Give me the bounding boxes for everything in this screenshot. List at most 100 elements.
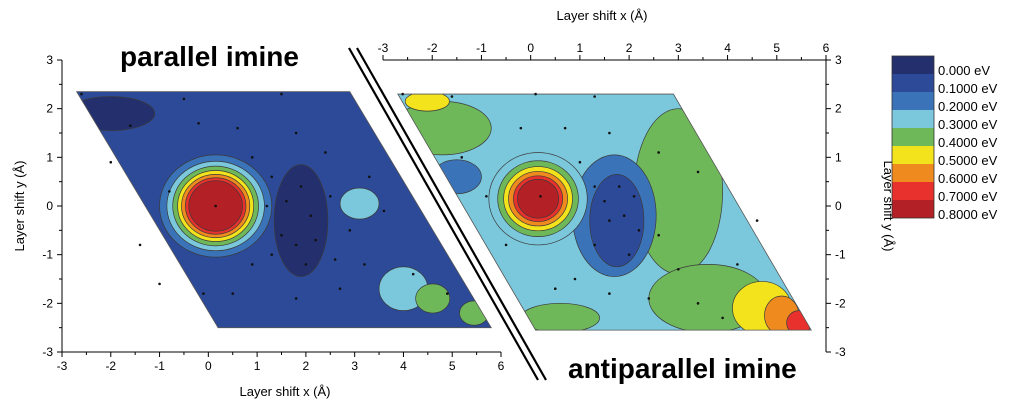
left-y-tick-label: -2	[42, 296, 53, 310]
right-contour-region	[786, 310, 812, 331]
left-sample-point	[158, 282, 161, 286]
left-sample-point	[411, 272, 415, 276]
right-contour-fills	[397, 94, 812, 331]
left-sample-point	[338, 287, 342, 291]
left-sample-point	[202, 292, 205, 295]
left-sample-point	[285, 199, 288, 203]
legend-label: 0.7000 eV	[938, 189, 998, 204]
left-x-tick-label: 1	[254, 359, 261, 373]
left-sample-point	[294, 243, 298, 247]
right-sample-point	[573, 277, 577, 281]
left-sample-point	[314, 238, 317, 242]
right-sample-point	[460, 156, 464, 159]
right-sample-points	[401, 92, 759, 320]
right-contour-region	[520, 302, 600, 331]
left-sample-point	[368, 175, 371, 179]
left-sample-point	[280, 92, 283, 96]
right-y-tick-label: -3	[835, 345, 846, 359]
right-sample-point	[608, 219, 611, 222]
right-x-tick-label: 5	[773, 41, 780, 55]
right-x-tick-label: 0	[527, 41, 534, 55]
right-y-tick-label: -1	[835, 248, 846, 262]
right-contour-panel: antiparallel imine -3 -2 -1 0 1 2 3 4 5 6 -3 -2 -1 0 1…	[378, 8, 896, 384]
right-sample-point	[657, 233, 660, 237]
left-y-tick-label: 3	[46, 53, 53, 67]
legend-swatch	[892, 128, 934, 146]
right-sample-point	[593, 185, 596, 188]
right-x-tick-label: 2	[626, 41, 633, 55]
left-sample-point	[299, 185, 303, 188]
legend-label: 0.8000 eV	[938, 207, 998, 222]
right-sample-point	[553, 287, 557, 291]
right-sample-point	[578, 160, 582, 164]
left-sample-point	[168, 190, 171, 193]
left-sample-point	[446, 292, 449, 295]
right-x-tick-label: 6	[823, 41, 830, 55]
left-sample-point	[128, 124, 132, 127]
right-y-tick-label: -2	[835, 296, 846, 310]
right-sample-point	[401, 92, 404, 96]
left-sample-point	[214, 204, 217, 208]
legend-label: 0.5000 eV	[938, 153, 998, 168]
left-contour-region	[415, 283, 451, 314]
left-panel-title: parallel imine	[120, 41, 299, 72]
legend-label: 0.4000 eV	[938, 135, 998, 150]
right-sample-point	[696, 170, 700, 174]
right-panel-title: antiparallel imine	[568, 353, 797, 384]
left-sample-point	[333, 258, 337, 261]
left-domain-outline	[75, 91, 492, 329]
right-sample-point	[721, 316, 724, 320]
left-x-tick-label: 5	[449, 359, 456, 373]
left-sample-point	[270, 175, 274, 179]
left-y-tick-label: -1	[42, 248, 53, 262]
right-sample-point	[617, 185, 621, 188]
right-contour-region	[404, 94, 450, 112]
right-domain-outline	[397, 93, 812, 331]
right-sample-point	[696, 302, 700, 305]
right-sample-point	[450, 95, 454, 98]
left-sample-point	[294, 131, 298, 135]
left-axes: -3 -2 -1 0 1 2 3 4 5 6 -3 -2 -1 0 1 2 3	[42, 53, 504, 373]
right-x-tick-label: -2	[427, 41, 438, 55]
right-sample-point	[637, 229, 641, 232]
left-x-tick-label: 0	[205, 359, 212, 373]
legend-swatch	[892, 164, 934, 182]
right-contour-region	[431, 159, 482, 195]
right-contour-region	[397, 101, 492, 156]
right-sample-point	[593, 243, 596, 247]
right-sample-point	[627, 253, 631, 256]
right-sample-point	[657, 151, 660, 154]
left-sample-point	[309, 214, 313, 218]
left-sample-point	[138, 243, 142, 247]
legend-frame	[891, 55, 935, 219]
left-y-tick-label: 0	[46, 199, 53, 213]
left-y-tick-label: -3	[42, 345, 53, 359]
left-contour-region	[273, 164, 329, 277]
left-contour-region	[339, 187, 380, 220]
left-sample-points	[80, 92, 449, 300]
legend-label: 0.000 eV	[938, 63, 990, 78]
right-sample-point	[534, 92, 537, 96]
right-sample-point	[504, 243, 508, 247]
right-contour-region	[589, 174, 645, 268]
left-sample-point	[328, 194, 332, 198]
right-x-tick-label: 4	[724, 41, 731, 55]
right-sample-point	[755, 219, 759, 222]
right-axes: -3 -2 -1 0 1 2 3 4 5 6 -3 -2 -1 0 1 2 3	[378, 41, 846, 359]
right-x-tick-label: -1	[476, 41, 487, 55]
panel-divider	[348, 47, 547, 381]
right-sample-point	[632, 194, 636, 198]
legend-label: 0.1000 eV	[938, 81, 998, 96]
left-sample-point	[236, 126, 239, 130]
legend-label: 0.6000 eV	[938, 171, 998, 186]
energy-legend: 0.000 eV 0.1000 eV 0.2000 eV 0.3000 eV 0.400…	[891, 55, 998, 222]
left-x-tick-label: -3	[57, 359, 68, 373]
legend-swatch	[892, 182, 934, 200]
legend-label: 0.3000 eV	[938, 117, 998, 132]
right-x-tick-label: 3	[675, 41, 682, 55]
left-y-tick-label: 1	[46, 150, 53, 164]
left-sample-point	[363, 263, 366, 266]
right-y-tick-label: 0	[835, 199, 842, 213]
left-sample-point	[250, 156, 254, 159]
